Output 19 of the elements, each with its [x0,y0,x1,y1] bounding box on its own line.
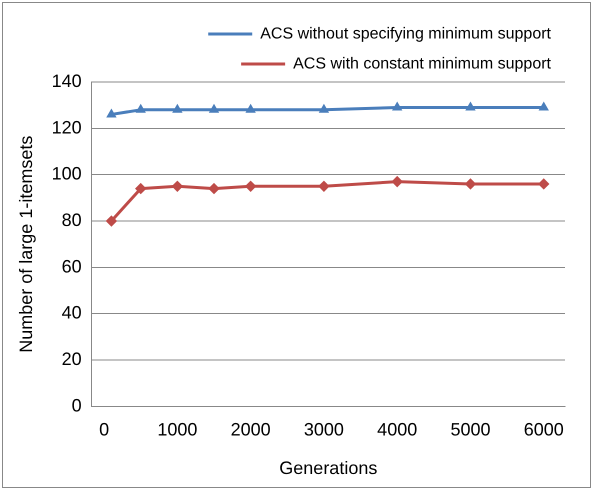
y-tick-label: 60 [62,256,82,276]
legend-label: ACS with constant minimum support [293,55,552,72]
y-tick-label: 80 [62,210,82,230]
x-tick-label: 4000 [377,419,418,440]
y-axis-title: Number of large 1-itemsets [16,136,36,353]
x-tick-label: 0 [99,419,110,440]
x-tick-label: 1000 [157,419,198,440]
x-tick-label: 6000 [524,419,564,440]
y-tick-label: 120 [52,117,82,138]
y-tick-label: 0 [72,395,82,416]
y-tick-label: 40 [62,302,82,323]
y-tick-label: 100 [52,164,82,184]
x-tick-label: 2000 [230,419,271,440]
x-tick-label: 5000 [450,419,490,440]
x-tick-label: 3000 [304,419,344,440]
y-tick-label: 20 [62,349,82,370]
legend-label: ACS without specifying minimum support [260,25,552,42]
x-axis-title: Generations [279,458,378,478]
y-tick-label: 140 [52,70,82,91]
